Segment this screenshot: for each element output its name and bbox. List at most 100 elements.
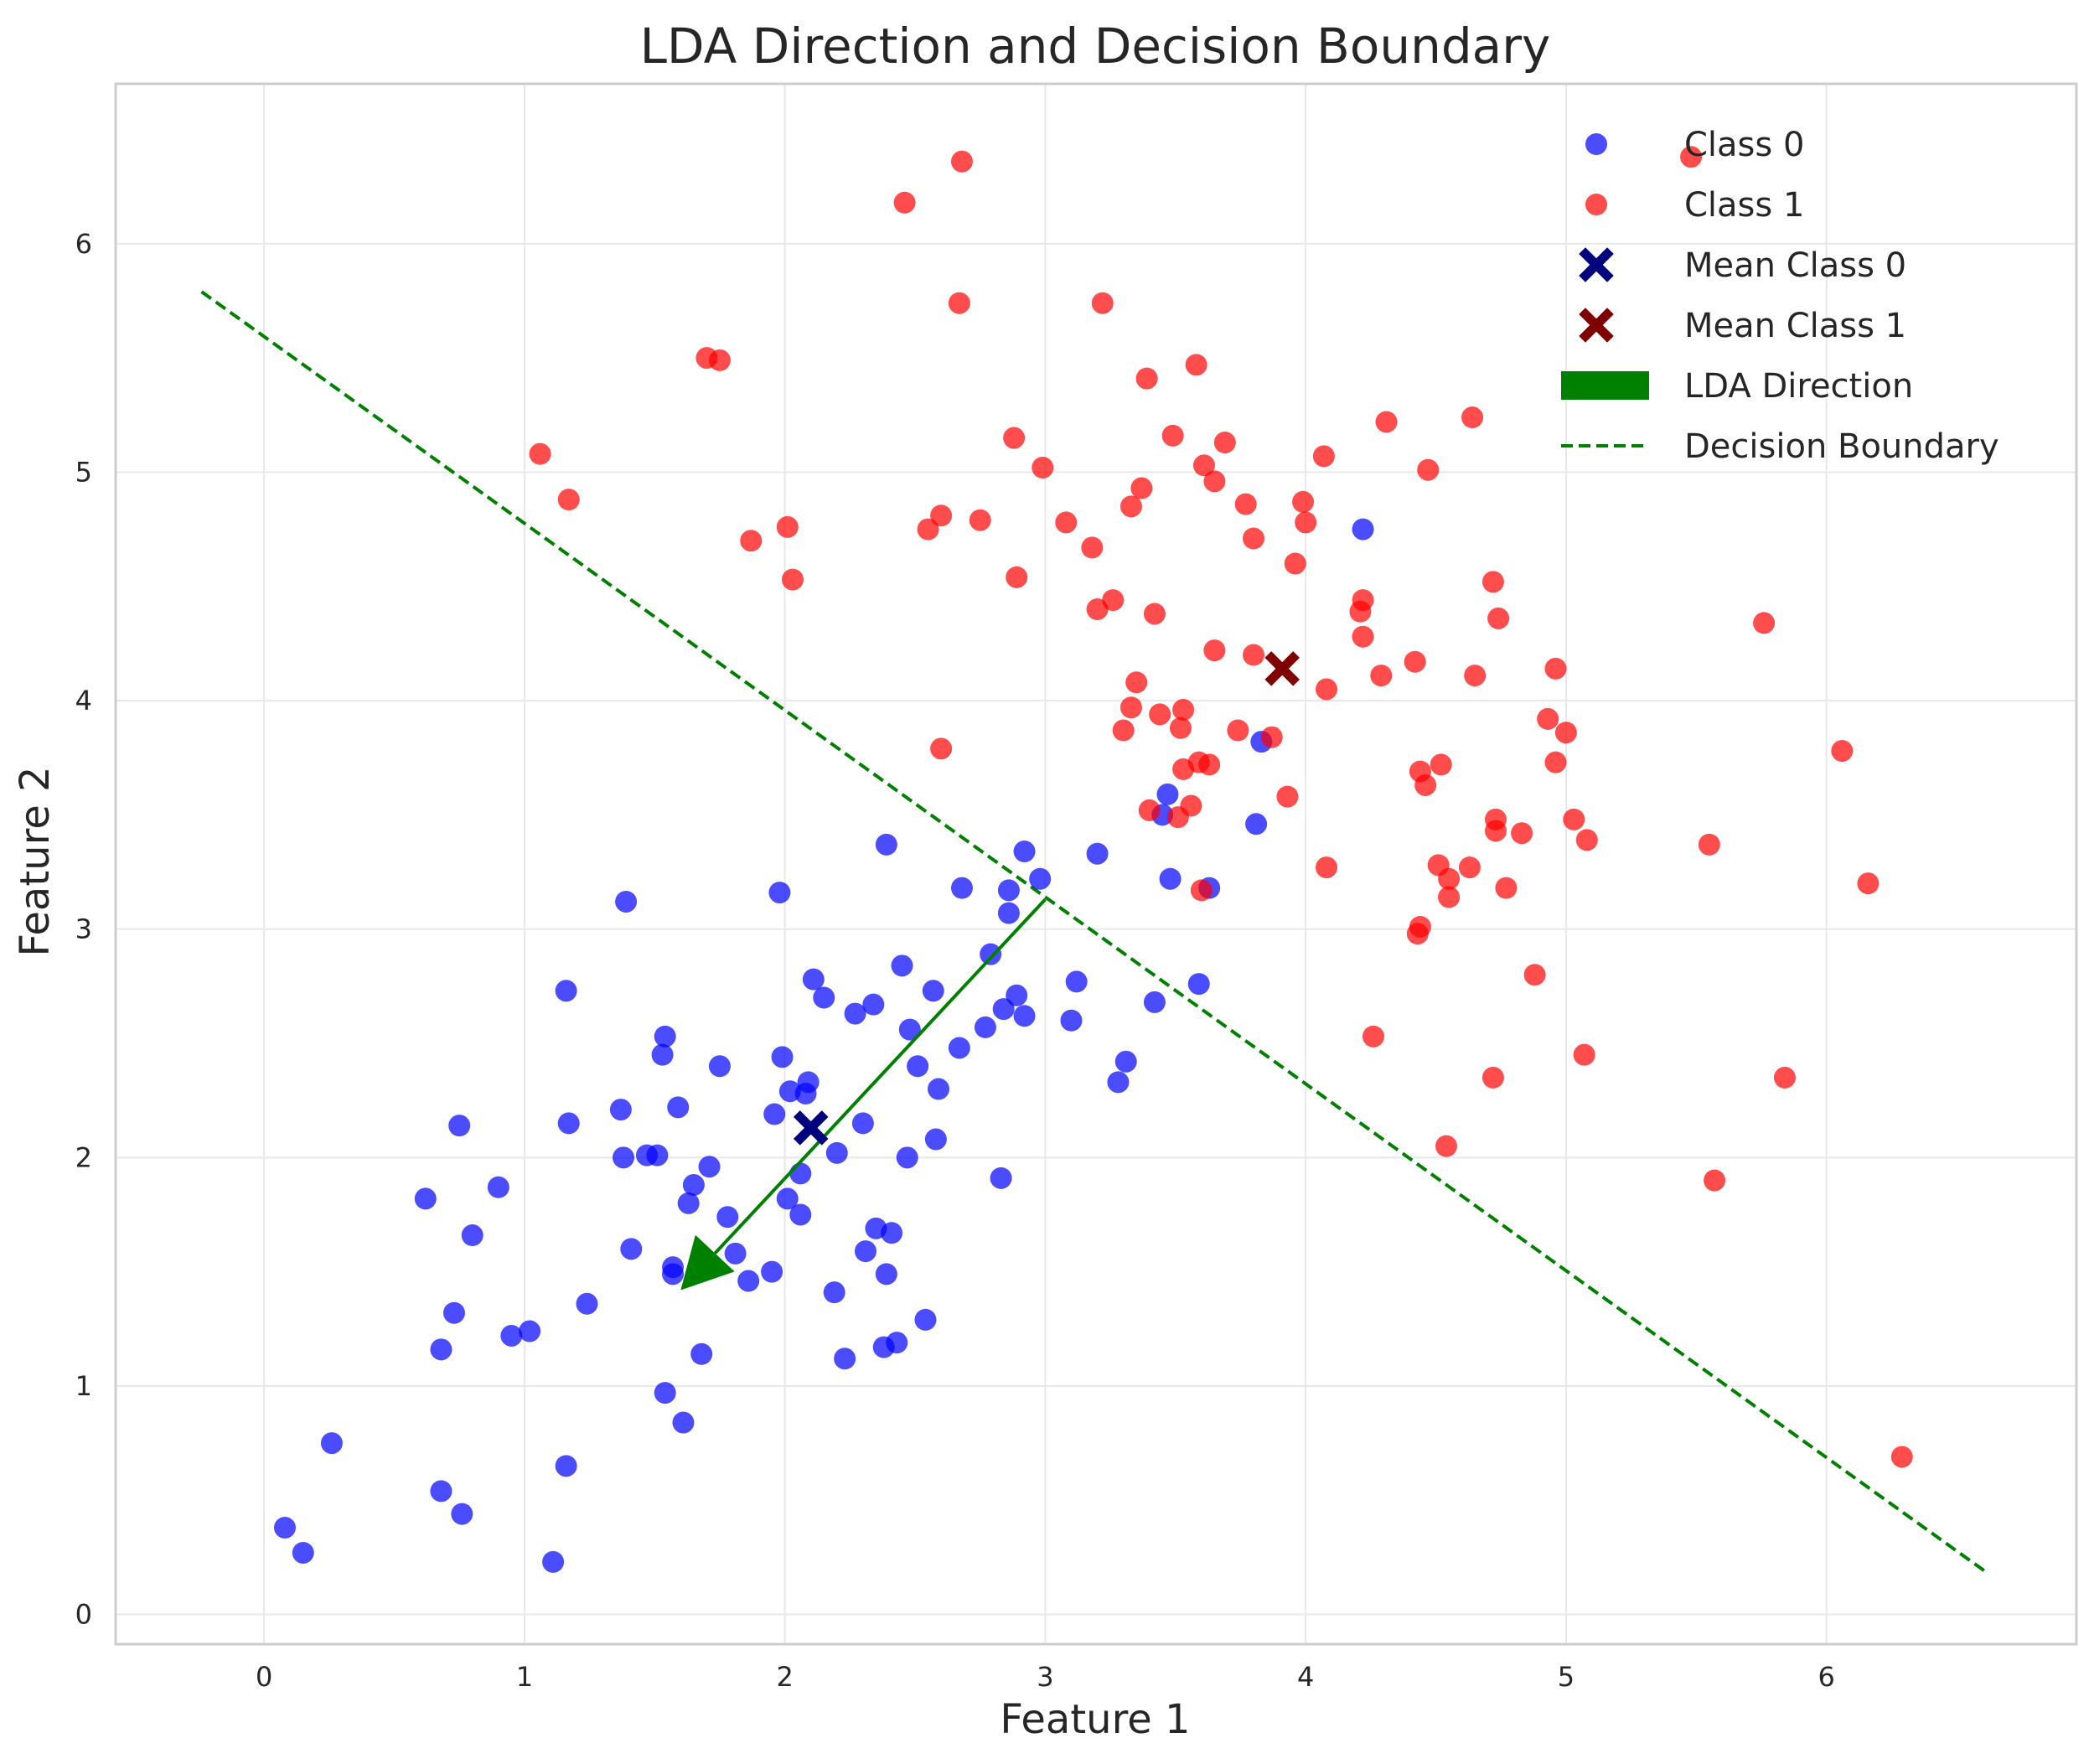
class-0-point (555, 1455, 577, 1477)
class-1-point (1481, 1066, 1504, 1089)
class-1-point (930, 504, 953, 527)
class-0-point (519, 1320, 541, 1342)
class-0-point (1065, 970, 1088, 993)
class-1-point (1831, 740, 1854, 763)
class-1-point (1352, 589, 1374, 612)
class-1-point (1180, 794, 1202, 817)
legend-label-class-1: Class 1 (1684, 186, 1804, 225)
class-1-point (1575, 829, 1598, 851)
class-0-point (886, 1332, 908, 1354)
class-0-point (698, 1156, 721, 1178)
class-0-point (854, 1240, 876, 1263)
class-1-point (1890, 1446, 1913, 1468)
class-0-point (763, 1103, 786, 1125)
class-0-point (1159, 867, 1182, 890)
class-0-point (950, 877, 973, 899)
class-1-point (1316, 678, 1338, 701)
class-0-point (914, 1308, 937, 1331)
class-0-point (896, 1146, 918, 1169)
class-0-point (1114, 1050, 1137, 1073)
class-0-point (667, 1096, 690, 1119)
class-0-point (1187, 973, 1210, 996)
class-0-point (980, 943, 1002, 965)
class-0-point (789, 1203, 812, 1226)
class-1-point (1481, 571, 1504, 593)
class-0-point (430, 1480, 452, 1503)
class-1-point (1680, 146, 1703, 168)
legend-marker-mean-class-1 (1579, 308, 1614, 343)
class-1-point (1312, 445, 1335, 468)
class-0-point (682, 1174, 705, 1197)
class-1-point (1430, 753, 1452, 776)
class-1-point (1161, 424, 1184, 447)
legend-label-class-0: Class 0 (1684, 126, 1804, 164)
class-1-point (1276, 785, 1299, 808)
class-0-point (789, 1162, 812, 1185)
class-0-point (1086, 842, 1109, 865)
class-1-point (776, 515, 799, 538)
class-0-point (1352, 518, 1374, 541)
class-0-point (672, 1411, 695, 1434)
class-1-point (1487, 607, 1510, 629)
class-1-point (1006, 566, 1028, 588)
class-0-point (1245, 813, 1268, 835)
class-0-point (875, 833, 897, 856)
class-0-point (1006, 984, 1028, 1006)
class-1-point (1143, 603, 1166, 625)
class-1-point (1055, 511, 1078, 534)
class-1-point (1130, 477, 1153, 499)
class-1-point (1370, 665, 1393, 687)
legend-label-mean-class-1: Mean Class 1 (1684, 307, 1906, 345)
x-tick-labels: 0 1 2 3 4 5 6 (256, 1661, 1835, 1693)
class-0-point (1013, 1005, 1036, 1027)
class-0-point (844, 1002, 866, 1025)
class-0-point (557, 1112, 580, 1135)
class-1-point (1704, 1169, 1726, 1192)
class-1-point (1234, 493, 1257, 515)
class-0-point (974, 1016, 996, 1038)
legend-label-lda-direction: LDA Direction (1684, 367, 1913, 406)
lda-direction-arrow (713, 898, 1047, 1254)
class-1-point (1032, 457, 1054, 479)
class-0-point (273, 1516, 296, 1539)
class-0-point (612, 1146, 634, 1169)
class-0-point (851, 1112, 874, 1135)
class-1-point (948, 292, 970, 314)
class-1-point (893, 191, 916, 214)
legend-marker-class-1 (1585, 194, 1607, 215)
x-tick-label: 1 (516, 1661, 533, 1693)
legend-marker-class-0 (1585, 133, 1607, 155)
class-1-point (1081, 536, 1104, 559)
class-0-point (320, 1432, 343, 1455)
class-1-point (1698, 833, 1720, 856)
class-1-point (1573, 1043, 1595, 1066)
class-0-point (461, 1224, 483, 1247)
class-1-point (1227, 719, 1249, 742)
lda-arrow-head (680, 1234, 735, 1291)
class-0-point (542, 1550, 565, 1573)
class-0-point (651, 1043, 674, 1066)
class-1-point (1198, 753, 1221, 776)
class-0-point (654, 1382, 676, 1404)
class-1-point (1102, 589, 1125, 612)
class-1-point (969, 509, 991, 531)
y-tick-label: 5 (75, 456, 92, 488)
class-1-point (1352, 625, 1374, 648)
class-0-point (609, 1099, 632, 1121)
class-0-point (442, 1301, 465, 1324)
class-1-point (1417, 458, 1440, 481)
class-0-point (907, 1055, 929, 1078)
class-0-point (724, 1242, 747, 1265)
class-0-point (948, 1037, 970, 1059)
class-1-point (1511, 822, 1533, 845)
class-0-point (881, 1222, 903, 1244)
class-1-point (1091, 292, 1114, 314)
class-0-point (708, 1055, 731, 1078)
class-0-point (997, 879, 1020, 902)
class-0-point (430, 1338, 452, 1361)
x-tick-label: 0 (256, 1661, 272, 1693)
y-tick-label: 3 (75, 913, 92, 945)
x-tick-label: 3 (1037, 1661, 1053, 1693)
class-1-point (1203, 470, 1226, 493)
